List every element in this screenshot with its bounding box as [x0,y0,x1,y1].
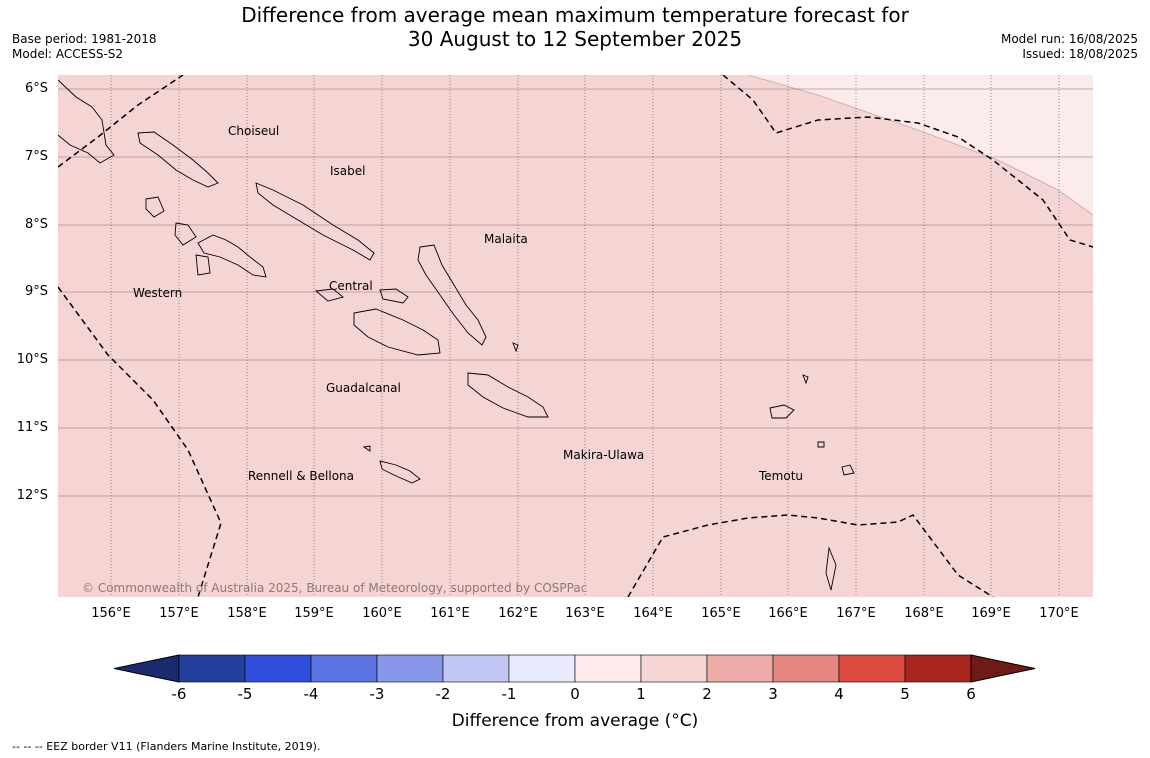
colorbar-bin-neg6 [178,654,246,683]
eez-footnote: -- -- -- EEZ border V11 (Flanders Marine… [12,740,321,753]
lon-label-159e: 159°E [294,606,334,621]
colorbar [114,654,1036,683]
lon-label-161e: 161°E [430,606,470,621]
base-period-text: Base period: 1981-2018 [12,32,157,46]
title-line-2: 30 August to 12 September 2025 [407,27,743,51]
lat-label-8s: 8°S [24,217,48,232]
lon-label-167e: 167°E [836,606,876,621]
florida-islands [314,288,409,304]
rennell-island [379,460,421,484]
lon-label-157e: 157°E [159,606,199,621]
forecast-map: Choiseul Isabel Malaita Western Central … [58,75,1093,597]
colorbar-tick-1: 1 [636,685,646,703]
lon-label-168e: 168°E [904,606,944,621]
bougainville-coast [58,79,115,164]
colorbar-tick-neg1: -1 [501,685,517,703]
lon-label-164e: 164°E [633,606,673,621]
eez-borders [58,75,1093,597]
colorbar-bin-neg4 [310,654,378,683]
lon-label-170e: 170°E [1039,606,1079,621]
label-isabel: Isabel [330,164,365,178]
label-rennell-bellona: Rennell & Bellona [248,469,354,483]
colorbar-tick-neg3: -3 [369,685,385,703]
tikopia [817,441,825,448]
province-labels: Choiseul Isabel Malaita Western Central … [133,124,803,483]
meridians [110,75,1060,597]
vanikoro [841,464,855,476]
colorbar-tick-neg4: -4 [303,685,319,703]
label-choiseul: Choiseul [228,124,279,138]
copyright-text: © Commonwealth of Australia 2025, Bureau… [82,581,587,595]
rendova [195,254,211,276]
issued-text: Issued: 18/08/2025 [1022,47,1138,61]
label-guadalcanal: Guadalcanal [326,381,401,395]
island-outlines [58,79,855,591]
colorbar-bin-0 [574,654,642,683]
lon-label-169e: 169°E [971,606,1011,621]
ulawa-island [512,342,519,353]
choiseul-island [137,131,219,188]
bellona-island [362,445,371,452]
title-line-1: Difference from average mean maximum tem… [241,3,909,27]
colorbar-tick-neg5: -5 [237,685,253,703]
anomaly-contour [747,75,1093,216]
graticule [58,88,1093,497]
new-georgia-group [174,222,267,278]
lat-label-7s: 7°S [24,149,48,164]
reef-islands [802,374,809,385]
colorbar-bin-neg5 [244,654,312,683]
santa-cruz-island [769,404,795,419]
colorbar-bin-4 [838,654,906,683]
colorbar-bin-3 [772,654,840,683]
colorbar-tick-3: 3 [768,685,778,703]
lighter-anomaly-region [748,75,1093,215]
map-title: Difference from average mean maximum tem… [180,3,970,51]
colorbar-tick-neg2: -2 [435,685,451,703]
anuta [825,546,837,591]
colorbar-bin-1 [640,654,708,683]
colorbar-tick-0: 0 [570,685,580,703]
label-central: Central [329,279,373,293]
lat-label-10s: 10°S [16,352,48,367]
label-malaita: Malaita [484,232,528,246]
label-makira-ulawa: Makira-Ulawa [563,448,644,462]
lon-label-156e: 156°E [91,606,131,621]
lon-label-162e: 162°E [498,606,538,621]
malaita-island [417,244,487,346]
colorbar-tick-6: 6 [966,685,976,703]
label-temotu: Temotu [758,469,803,483]
lat-label-6s: 6°S [24,81,48,96]
lat-label-12s: 12°S [16,488,48,503]
colorbar-extend-high [970,654,1036,683]
colorbar-tick-4: 4 [834,685,844,703]
lon-label-165e: 165°E [701,606,741,621]
colorbar-tick-5: 5 [900,685,910,703]
colorbar-bin-5 [904,654,972,683]
colorbar-bin-neg2 [442,654,510,683]
colorbar-tick-2: 2 [702,685,712,703]
lat-label-9s: 9°S [24,284,48,299]
model-run-text: Model run: 16/08/2025 [1000,32,1138,46]
colorbar-extend-low [114,654,180,683]
label-western: Western [133,286,182,300]
lat-label-11s: 11°S [16,420,48,435]
lon-label-163e: 163°E [565,606,605,621]
vella-lavella [145,196,165,218]
guadalcanal-island [353,308,441,356]
lon-label-166e: 166°E [768,606,808,621]
colorbar-tick-neg6: -6 [171,685,187,703]
lon-label-158e: 158°E [227,606,267,621]
colorbar-bin-neg1 [508,654,576,683]
colorbar-bin-neg3 [376,654,444,683]
lon-label-160e: 160°E [362,606,402,621]
colorbar-label: Difference from average (°C) [451,711,699,731]
colorbar-bin-2 [706,654,774,683]
makira-island [467,372,549,418]
map-background [58,75,1093,597]
santa-isabel-island [255,182,375,261]
model-text: Model: ACCESS-S2 [12,47,124,61]
